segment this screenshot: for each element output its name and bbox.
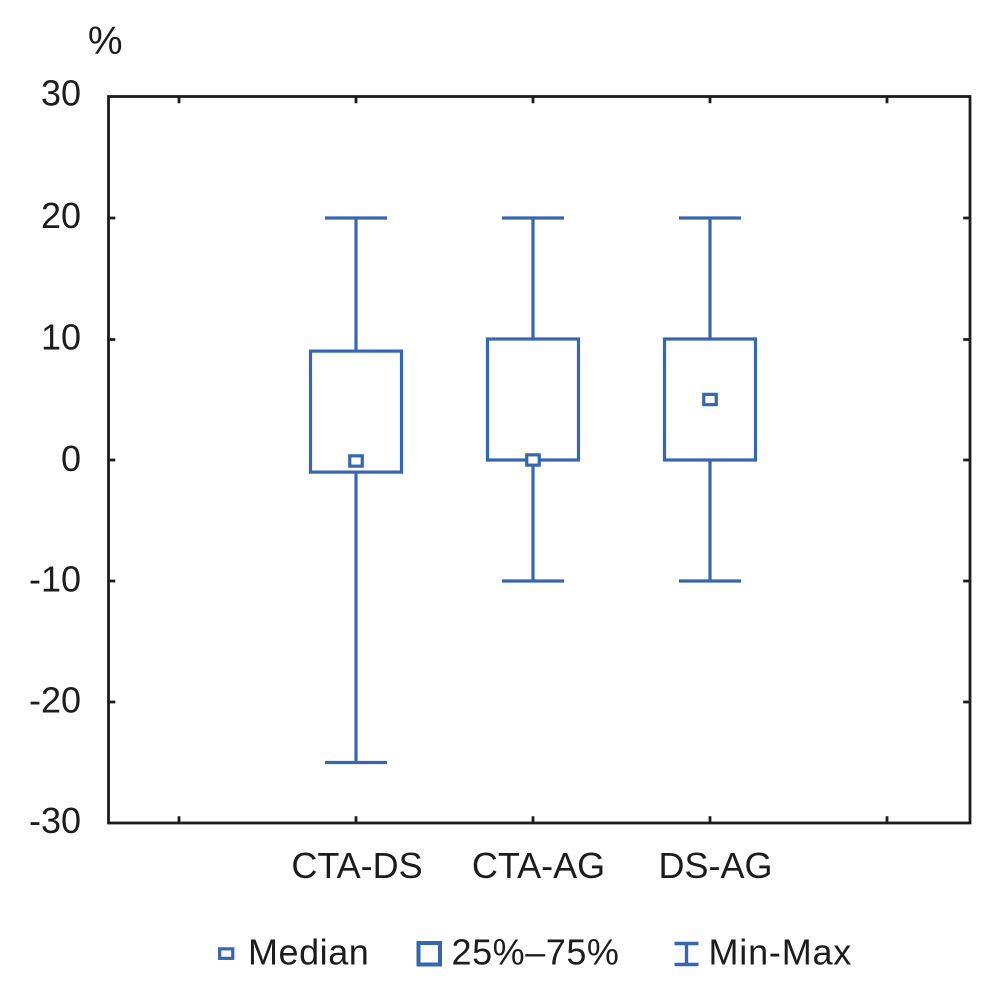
svg-text:%: % (88, 20, 123, 63)
svg-text:Min-Max: Min-Max (709, 932, 853, 973)
svg-text:Median: Median (248, 932, 369, 973)
svg-text:CTA-DS: CTA-DS (291, 845, 422, 886)
svg-text:CTA-AG: CTA-AG (472, 845, 605, 886)
svg-text:30: 30 (41, 72, 81, 113)
svg-text:25%–75%: 25%–75% (452, 932, 620, 973)
svg-text:0: 0 (61, 438, 81, 479)
svg-text:10: 10 (41, 317, 81, 358)
svg-text:-20: -20 (29, 680, 81, 721)
svg-text:DS-AG: DS-AG (658, 845, 772, 886)
svg-text:-30: -30 (29, 800, 81, 841)
svg-text:-10: -10 (29, 559, 81, 600)
svg-text:20: 20 (41, 195, 81, 236)
